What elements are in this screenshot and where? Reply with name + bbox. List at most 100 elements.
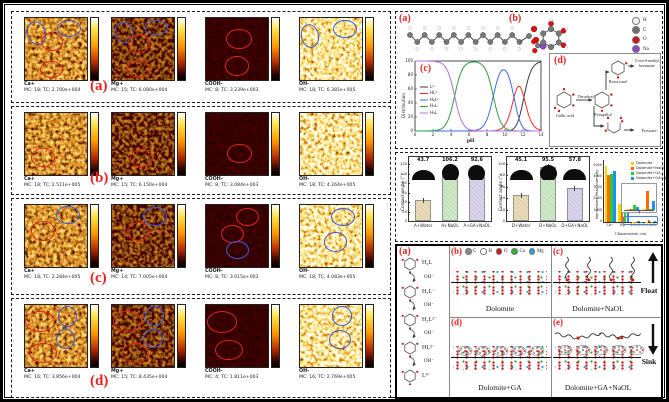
y-tick: 0 bbox=[502, 218, 505, 223]
y-tick-mark bbox=[408, 192, 410, 194]
atom-legend-row: C bbox=[632, 26, 649, 36]
node-up-product: 5-oxo-6-methyl hexanoate bbox=[634, 59, 660, 68]
species-label: L⁴⁻ bbox=[422, 373, 431, 379]
inset-bar-Dolomite+GA bbox=[633, 205, 636, 210]
legend-swatch bbox=[631, 177, 635, 181]
atom-legend-label: H bbox=[643, 18, 647, 24]
x-category: A+NaOL bbox=[441, 223, 459, 228]
colorbar bbox=[365, 304, 374, 368]
oleate-chain bbox=[587, 256, 591, 282]
x-category: A+GA+NaOL bbox=[463, 223, 491, 228]
blue-annotation-ellipse bbox=[145, 306, 165, 326]
step-label: OH⁻ bbox=[424, 275, 434, 280]
atom-legend-row: Mg bbox=[528, 248, 544, 255]
x-category: C₇H₅O₅⁻ bbox=[630, 223, 644, 227]
oleate-chain bbox=[565, 256, 569, 282]
y-tick: 0 bbox=[404, 218, 407, 223]
sims-panel: COOH- MC: 8; TC: 3.084e+003 bbox=[205, 112, 283, 191]
y-tick: 60 bbox=[500, 183, 505, 189]
ga-molecule-blob bbox=[593, 345, 609, 355]
sims-panel: COOH- MC: 8; TC: 3.239e+003 bbox=[205, 17, 283, 99]
atom-legend-label: O bbox=[503, 248, 508, 254]
blue-annotation-ellipse bbox=[142, 207, 167, 226]
panel-a-label: (a) bbox=[399, 13, 411, 24]
droplet-value: 57.8 bbox=[568, 157, 582, 163]
blue-annotation-ellipse bbox=[329, 329, 352, 350]
y-tick-mark bbox=[408, 211, 410, 213]
panel-label: (b) bbox=[451, 246, 462, 256]
red-annotation-ellipse bbox=[127, 33, 150, 53]
mechanism-panels: (b) C H O Ca Mg Dolomite (c) Dolomite+NaOL Float(… bbox=[397, 246, 661, 397]
ga-molecule-blob bbox=[575, 345, 591, 355]
sims-image-OH- bbox=[299, 112, 363, 176]
sims-image-Ca+ bbox=[24, 112, 88, 176]
x-category: C₁₇H₃₃O₂⁻ bbox=[642, 223, 659, 227]
mineral-surface-line bbox=[451, 282, 551, 283]
series-H₄L bbox=[415, 60, 541, 132]
o-atom-icon bbox=[632, 35, 640, 44]
colorbar bbox=[365, 112, 374, 176]
row-letter: (b) bbox=[90, 170, 109, 186]
spec-xlabel: pH bbox=[467, 138, 475, 144]
y-tick-mark bbox=[506, 175, 508, 176]
atom-legend-row: Ca bbox=[511, 248, 525, 255]
legend-label: Dolomite bbox=[636, 161, 653, 165]
step-arrow bbox=[408, 328, 416, 339]
sims-panel: COOH- MC: 8; TC: 3.015e+003 bbox=[205, 204, 283, 291]
droplet-value: 95.5 bbox=[541, 157, 555, 163]
atom-legend-row: C bbox=[465, 248, 476, 255]
ga-molecule-blob bbox=[557, 345, 573, 355]
y-tick: 5000 bbox=[593, 162, 602, 167]
ga-molecule-blob bbox=[611, 345, 627, 355]
bar-Dolomite-Ca⁺ bbox=[604, 165, 608, 222]
ion-label: COOH- MC: 4; TC: 1.811e+003 bbox=[205, 369, 259, 381]
ion-label: Mg+ MC: 15; TC: 8.435e+004 bbox=[111, 369, 168, 381]
error-bar bbox=[574, 185, 576, 191]
colorbar bbox=[177, 17, 186, 81]
inset-axis bbox=[624, 210, 654, 211]
ion-label: OH- MC: 18; TC: 6.381e+005 bbox=[299, 82, 356, 94]
droplet-value: 106.2 bbox=[442, 157, 458, 163]
colorbar bbox=[271, 204, 280, 268]
red-annotation-ellipse bbox=[25, 311, 55, 332]
crystal-lattice bbox=[453, 271, 547, 295]
mineral-surface-line bbox=[553, 282, 641, 283]
float-label: Float bbox=[640, 286, 658, 295]
species-label: H₄L bbox=[422, 260, 433, 266]
colorbar bbox=[365, 204, 374, 268]
legend-item: L⁴⁻ bbox=[430, 83, 436, 89]
panel-d-label: (d) bbox=[554, 55, 567, 66]
contact-angle-box: A-Apatite Contact angle (°) 020406080100… bbox=[395, 152, 666, 242]
sink-label: Sink bbox=[641, 357, 657, 366]
droplet-shape bbox=[411, 169, 435, 180]
droplet bbox=[509, 169, 533, 180]
red-annotation-ellipse bbox=[236, 208, 260, 227]
blue-annotation-ellipse bbox=[144, 19, 168, 36]
node-resorcinol: Resorcinol bbox=[608, 79, 628, 84]
ga-molecule-blob bbox=[475, 346, 491, 356]
atom-legend: H C O Na bbox=[632, 16, 649, 54]
blue-annotation-ellipse bbox=[58, 306, 78, 327]
deprotonation-ladder: H₄L OH⁻ H₃L⁻ OH⁻ H₂L²⁻ OH⁻ HL³⁻ OH⁻ L⁴⁻ bbox=[398, 255, 449, 396]
x-category: Ca⁺ bbox=[606, 223, 613, 227]
inset-bar-Dolomite+GA+NaOL bbox=[636, 206, 639, 210]
sims-panel: Mg+ MC: 14; TC: 7.005e+004 bbox=[111, 204, 189, 291]
bar-Dolomite-Mg⁺ bbox=[618, 203, 621, 222]
y-tick: 40 bbox=[402, 199, 407, 204]
sims-panel: Ca+ MC: 16; TC: 3.856e+004 bbox=[24, 304, 102, 394]
sims-panel: OH- MC: 18; TC: 6.381e+005 bbox=[298, 17, 377, 99]
ladder-molecule bbox=[401, 257, 419, 273]
panel-label: (c) bbox=[553, 246, 563, 256]
inset-bar-Dolomite+GA+NaOL bbox=[652, 200, 655, 210]
bar-Dolomite+GA-C₇H₅O₅⁻ bbox=[637, 221, 640, 222]
colorbar bbox=[271, 304, 280, 368]
atom-legend-row: H bbox=[632, 16, 649, 26]
sims-row: Ca+ MC: 18; TC: 2.284e+005 Mg+ MC: 14; TC: … bbox=[11, 198, 391, 295]
blue-annotation-ellipse bbox=[331, 306, 353, 326]
o-atom-icon bbox=[495, 248, 503, 255]
legend-label: Dolomite+GA+NaOL bbox=[636, 176, 669, 180]
atom-legend-label: C bbox=[473, 248, 477, 254]
legend-label: Dolomite+GA bbox=[636, 171, 661, 175]
ion-label: COOH- MC: 8; TC: 3.239e+003 bbox=[205, 82, 259, 94]
y-tick-mark bbox=[408, 173, 410, 175]
